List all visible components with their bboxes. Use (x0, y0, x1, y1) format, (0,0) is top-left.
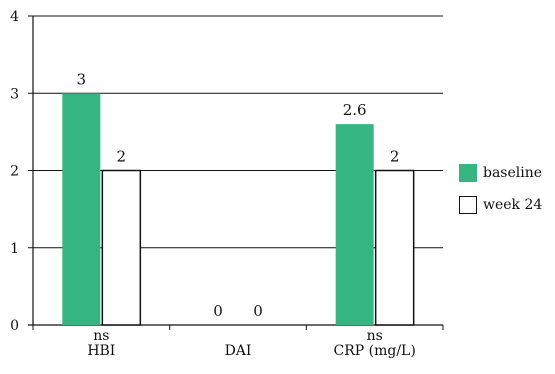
data-label-week-24-1: 0 (253, 302, 263, 320)
bar-baseline-0 (62, 93, 101, 325)
legend-label-baseline: baseline (483, 165, 543, 181)
x-category-label-0: HBI (87, 343, 115, 359)
y-tick-label-2: 2 (10, 164, 19, 180)
annotation-2: ns (367, 328, 383, 344)
bar-week-24-0 (101, 169, 142, 326)
data-label-baseline-1: 0 (213, 302, 223, 320)
legend-item-baseline: baseline (459, 162, 542, 184)
data-label-week-24-0: 2 (117, 148, 127, 166)
annotation-0: ns (93, 328, 109, 344)
legend-swatch-week-24 (459, 196, 477, 214)
data-label-baseline-0: 3 (77, 70, 87, 88)
bar-week-24-2 (374, 169, 415, 326)
y-tick-label-0: 0 (10, 318, 19, 334)
legend-label-week-24: week 24 (483, 197, 543, 213)
bar-baseline-2 (335, 124, 374, 326)
x-category-label-1: DAI (225, 343, 252, 359)
x-category-label-2: CRP (mg/L) (334, 343, 416, 359)
legend-item-week-24: week 24 (459, 194, 542, 216)
data-label-week-24-2: 2 (390, 148, 400, 166)
y-tick-label-1: 1 (10, 241, 19, 257)
data-label-baseline-2: 2.6 (343, 101, 367, 119)
y-tick-label-4: 4 (10, 9, 19, 25)
legend: baseline week 24 (459, 162, 542, 226)
legend-swatch-baseline (459, 164, 477, 182)
y-tick-label-3: 3 (10, 86, 19, 102)
